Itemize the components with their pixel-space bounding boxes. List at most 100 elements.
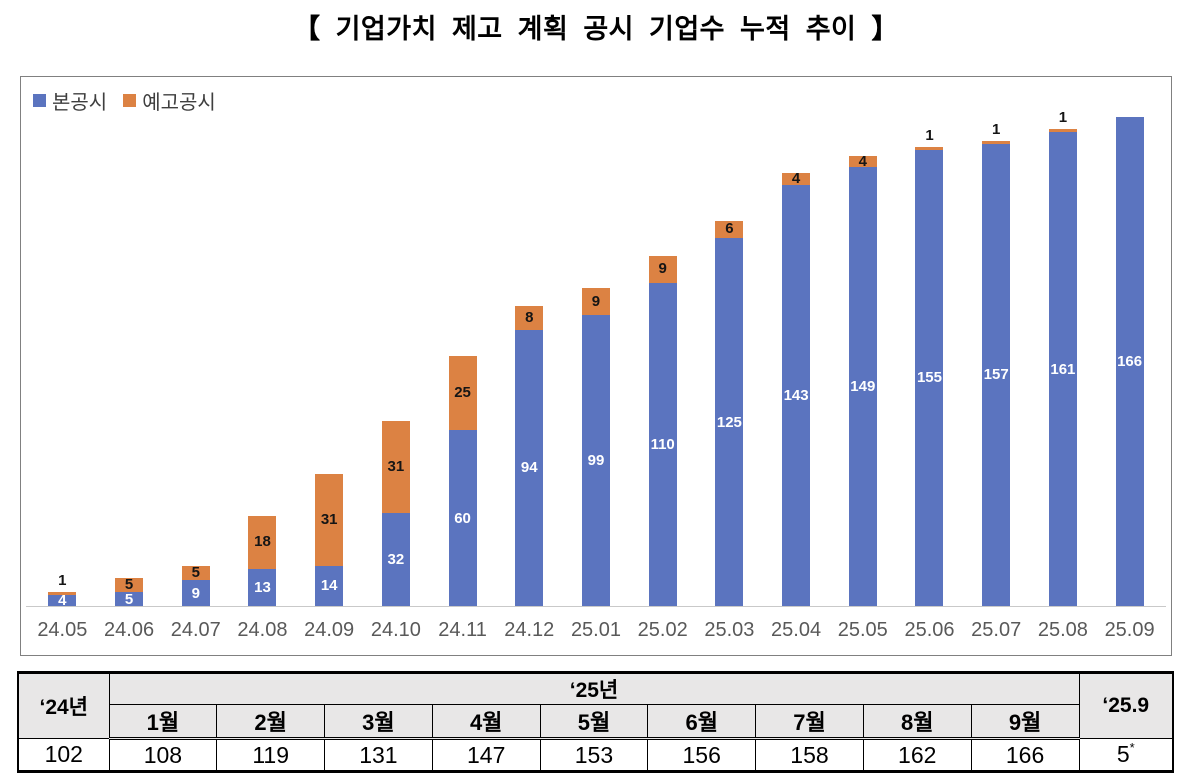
bar-segment-preliminary [915,146,944,150]
bar-segment-main [982,143,1011,607]
bar-value-main: 166 [1117,353,1143,371]
bar-segment-preliminary [448,356,477,430]
bar-segment-preliminary [715,220,744,239]
bar-group: 149 4 25.05 [829,107,896,647]
x-axis-label: 25.06 [904,619,955,641]
bar-value-main: 4 [58,592,67,610]
x-axis-label: 25.09 [1104,619,1155,641]
bar-segment-main [581,314,610,607]
legend-item-main-disclosure: 본공시 [33,86,107,115]
bar-segment-preliminary [581,288,610,315]
bar-value-main: 60 [454,509,471,527]
bar-value-main: 14 [320,577,338,595]
table-cell-month-value: 166 [970,738,1080,772]
bar-value-main: 161 [1050,360,1076,378]
bar-value-main: 155 [916,369,942,387]
bar-value-main: 125 [716,413,742,431]
table-header-row-1: ‘24년 ‘25년 ‘25.9 [17,672,1174,739]
bar-value-preliminary: 9 [591,292,601,310]
bar-stack: 125 6 [715,220,744,607]
legend-swatch-orange-icon [123,94,137,107]
bar-value-main: 149 [850,378,876,396]
bar-group: 99 9 25.01 [563,107,630,647]
bar-group: 9 5 24.07 [162,107,229,647]
table-header-month: 5월 [539,704,649,740]
bar-stack: 110 9 [648,255,677,607]
table-header-month: 9월 [970,704,1080,740]
bar-segment-preliminary [381,421,410,513]
bar-group: 155 1 25.06 [896,107,963,647]
bar-group: 157 1 25.07 [963,107,1030,647]
x-axis-label: 25.04 [771,619,822,641]
bar-segment-main [315,565,344,607]
bar-group: 4 1 24.05 [29,107,96,647]
table-cell-month-value: 162 [862,738,972,772]
x-axis-label: 24.08 [237,619,288,641]
bar-segment-main [1115,117,1144,607]
bar-value-preliminary: 1 [992,120,1001,138]
x-axis-label: 25.08 [1037,619,1088,641]
bar-stack: 155 1 [915,127,944,607]
chart-legend: 본공시 예고공시 [33,86,216,115]
bar-segment-preliminary [248,515,277,569]
legend-item-preliminary-disclosure: 예고공시 [123,86,216,115]
bar-stack: 60 25 [448,356,477,607]
bar-value-main: 157 [983,366,1009,384]
table-header-month: 7월 [755,704,864,740]
x-axis-label: 25.07 [971,619,1022,641]
bar-segment-main [515,329,544,607]
bar-group: 143 4 25.04 [763,107,830,647]
bar-stack: 166 [1115,117,1144,607]
table-cell-259-number: 5 [1116,741,1130,767]
bar-value-preliminary: 4 [858,152,867,170]
x-axis-line [26,606,1166,607]
bar-group: 32 31 24.10 [363,107,430,647]
bar-group: 60 25 24.11 [429,107,496,647]
chart-area: 4 1 24.05 5 5 24.06 9 5 24.07 13 18 24.08 14 31 24.09 3… [20,76,1172,656]
x-axis-label: 24.10 [370,619,421,641]
bar-segment-main [448,430,477,607]
table-cell-month-value: 156 [647,738,757,772]
bar-group: 5 5 24.06 [96,107,163,647]
bar-stack: 143 4 [782,170,811,607]
bars-container: 4 1 24.05 5 5 24.06 9 5 24.07 13 18 24.08 14 31 24.09 3… [29,107,1163,647]
legend-label-main-disclosure: 본공시 [52,92,108,114]
bar-value-main: 9 [191,584,200,602]
bar-value-preliminary: 18 [254,533,271,551]
bar-value-preliminary: 8 [525,308,534,326]
bar-segment-main [715,238,744,607]
bar-value-main: 99 [587,451,605,469]
x-axis-label: 24.07 [170,619,221,641]
bar-segment-preliminary [982,140,1011,144]
x-axis-label: 25.02 [637,619,688,641]
bar-stack: 14 31 [315,474,344,607]
legend-swatch-blue-icon [33,94,46,107]
x-axis-label: 24.05 [37,619,88,641]
table-header-month: 6월 [647,704,757,740]
legend-label-preliminary-disclosure: 예고공시 [142,92,216,114]
bar-value-preliminary: 5 [124,575,134,593]
bar-group: 161 1 25.08 [1030,107,1097,647]
table-header-2025: ‘25년 [108,672,1080,705]
bar-value-main: 110 [650,435,675,453]
x-axis-label: 25.01 [570,619,621,641]
bar-segment-main [115,592,144,607]
table-cell-month-value: 158 [755,738,864,772]
bar-value-preliminary: 1 [925,126,934,144]
table-cell-month-value: 108 [108,738,218,772]
bar-segment-main [248,568,277,607]
bar-group: 110 9 25.02 [629,107,696,647]
bar-value-preliminary: 25 [454,384,471,402]
page-title: 【 기업가치 제고 계획 공시 기업수 누적 추이 】 [293,14,899,44]
table-cell-month-value: 131 [324,738,433,772]
bar-value-preliminary: 1 [58,572,67,590]
bar-segment-preliminary [181,565,210,581]
bar-group: 13 18 24.08 [229,107,296,647]
table-header-259: ‘25.9 [1078,672,1174,739]
bar-segment-main [1048,132,1077,607]
bar-value-preliminary: 5 [191,564,200,582]
bar-value-preliminary: 9 [658,260,667,278]
x-axis-label: 24.06 [104,619,155,641]
bar-stack: 157 1 [982,121,1011,607]
